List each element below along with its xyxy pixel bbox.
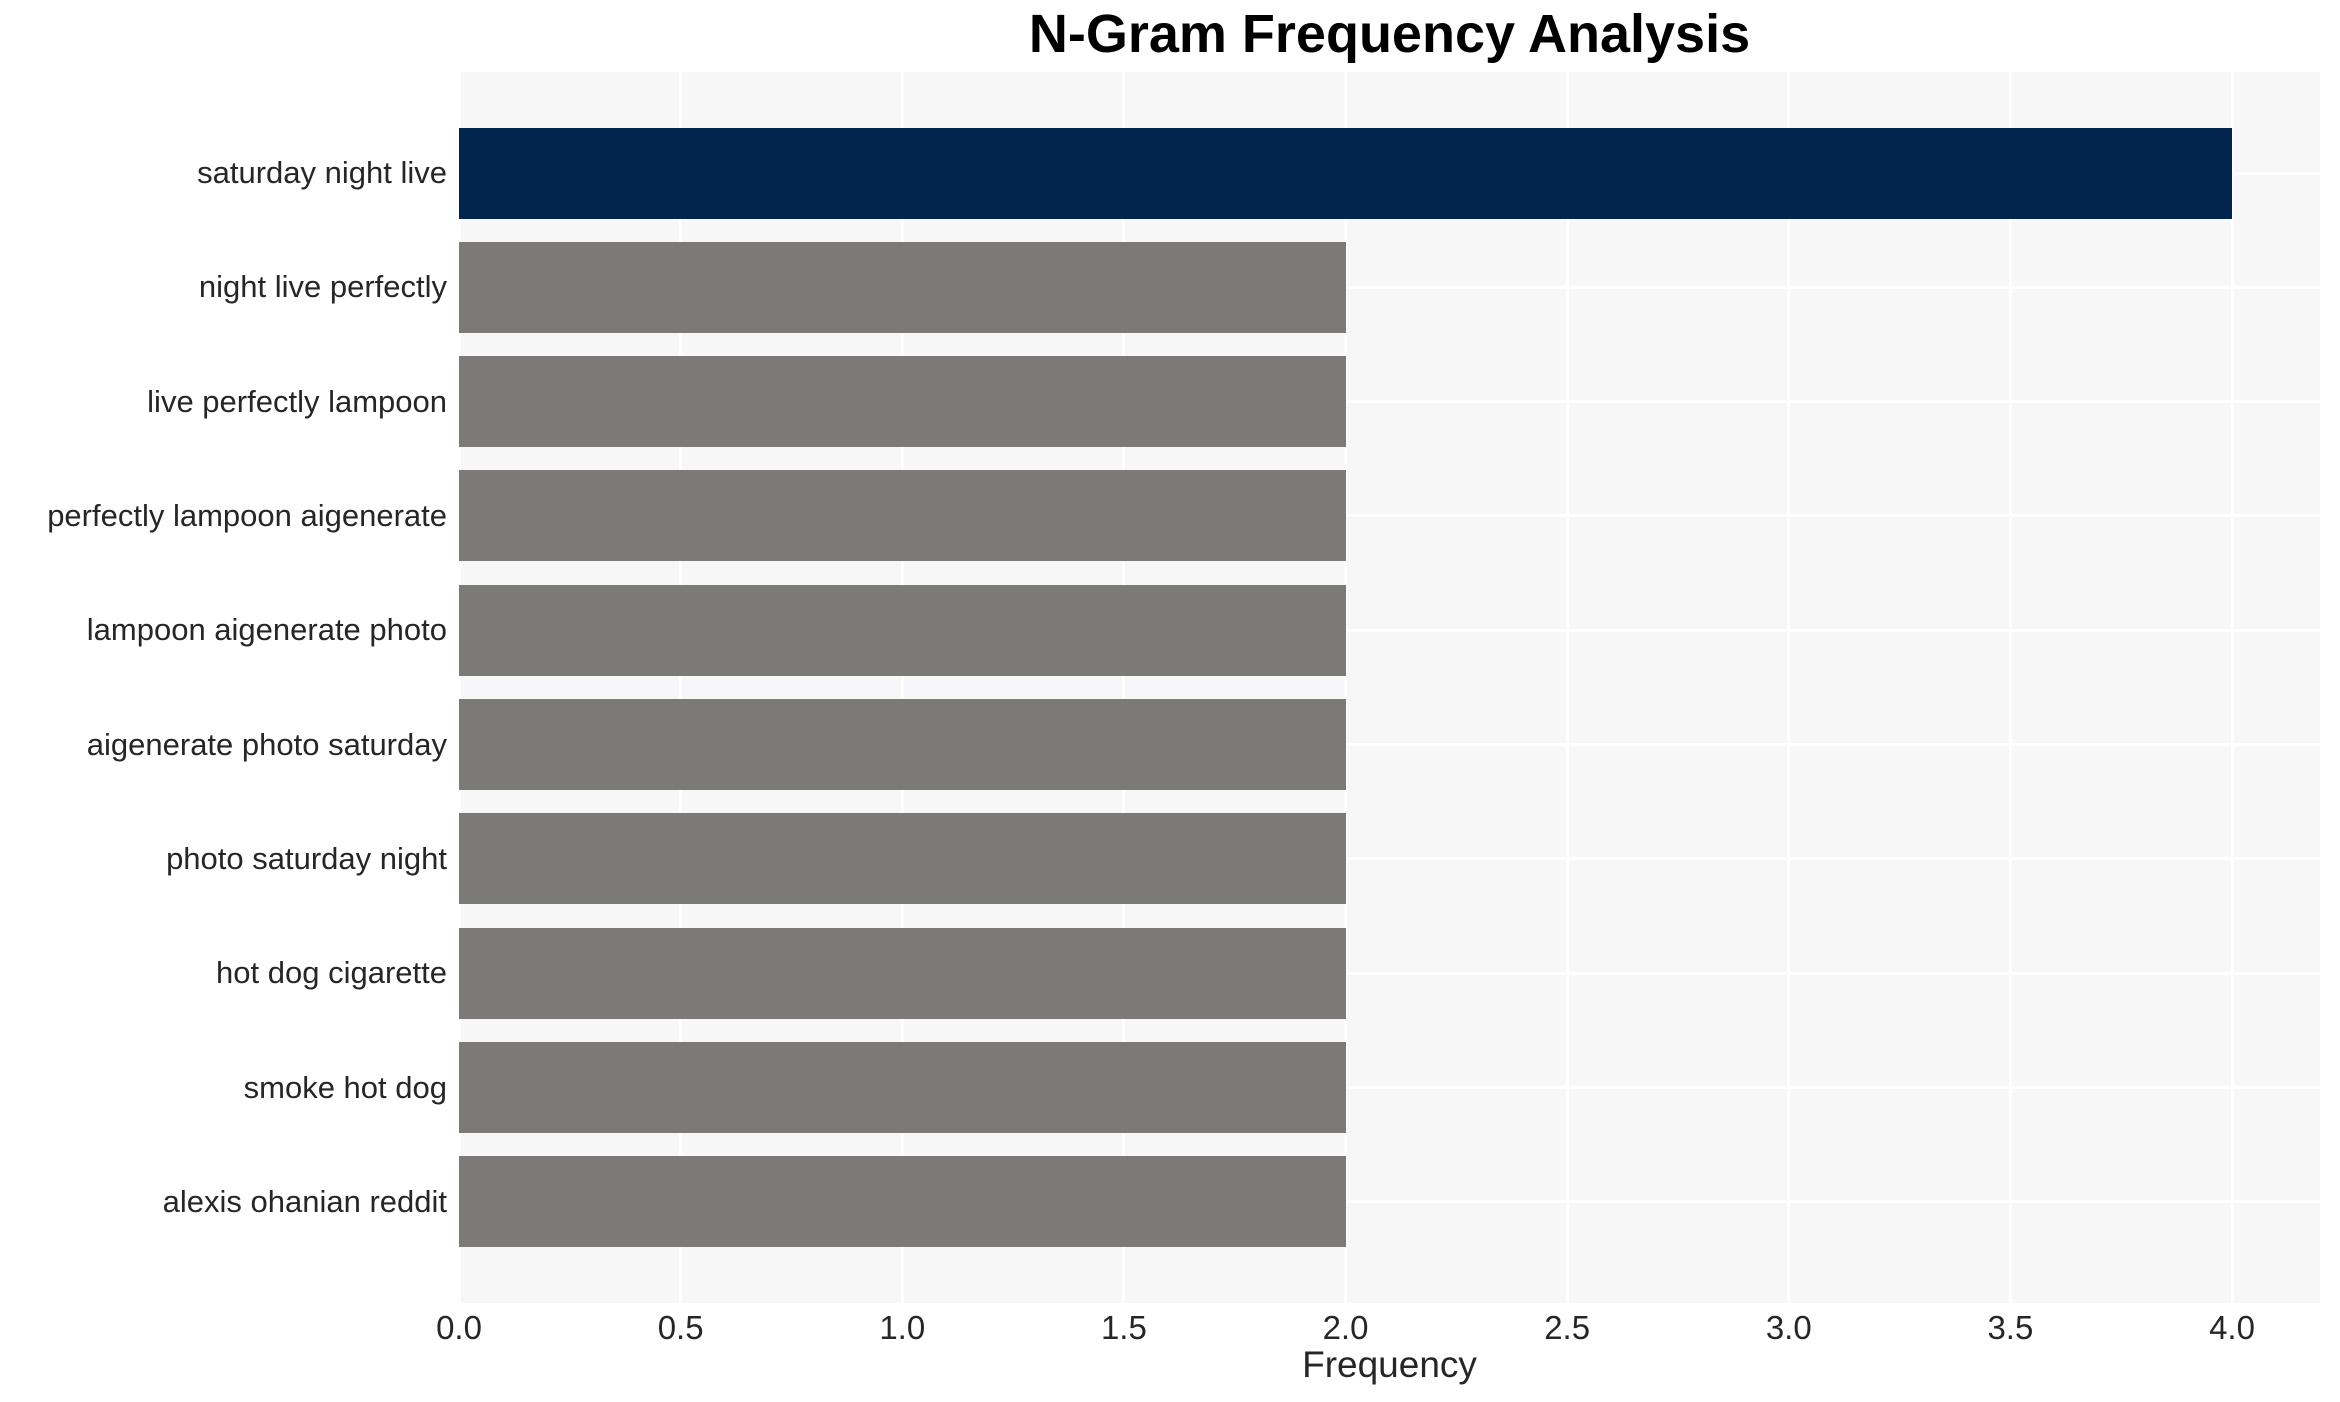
v-gridline [679, 72, 683, 1303]
x-tick-label: 1.0 [879, 1309, 926, 1346]
y-tick-label: night live perfectly [198, 269, 447, 305]
h-gridline [459, 628, 2320, 632]
v-gridline [459, 72, 461, 1303]
bar [459, 927, 1346, 1019]
bar [459, 241, 1346, 333]
x-tick-label: 2.0 [1322, 1309, 1369, 1346]
h-gridline [459, 971, 2320, 975]
y-tick-label: smoke hot dog [243, 1069, 447, 1105]
y-tick-label: hot dog cigarette [216, 955, 447, 991]
y-tick-label: saturday night live [197, 155, 447, 190]
x-axis-title: Frequency [1302, 1344, 1477, 1385]
y-tick-label: perfectly lampoon aigenerate [47, 497, 447, 533]
x-tick-label: 0.0 [436, 1309, 482, 1346]
h-gridline [459, 857, 2320, 861]
bar [459, 813, 1346, 905]
v-gridline [1122, 72, 1126, 1303]
bar [459, 1042, 1346, 1134]
v-gridline [900, 72, 904, 1303]
bar [459, 470, 1346, 562]
h-gridline [459, 400, 2320, 404]
bar [459, 699, 1346, 791]
bar [459, 1156, 1346, 1248]
x-tick-label: 2.5 [1544, 1309, 1591, 1346]
v-gridline [1787, 72, 1791, 1303]
y-tick-label: photo saturday night [166, 840, 447, 876]
h-gridline [459, 1200, 2320, 1204]
v-gridline [1565, 72, 1569, 1303]
bar [459, 127, 2232, 219]
h-gridline [459, 514, 2320, 518]
bar [459, 356, 1346, 448]
x-tick-label: 0.5 [657, 1309, 704, 1346]
h-gridline [459, 743, 2320, 747]
x-tick-label: 3.5 [1987, 1309, 2034, 1346]
v-gridline [2230, 72, 2234, 1303]
y-tick-label: aigenerate photo saturday [86, 726, 447, 762]
bar [459, 584, 1346, 676]
v-gridline [2008, 72, 2012, 1303]
h-gridline [459, 1086, 2320, 1090]
chart-title: N-Gram Frequency Analysis [1028, 4, 1751, 64]
x-tick-label: 3.0 [1765, 1309, 1812, 1346]
y-tick-label: alexis ohanian reddit [162, 1183, 447, 1219]
y-tick-label: live perfectly lampoon [147, 383, 447, 419]
x-tick-label: 4.0 [2209, 1309, 2255, 1346]
x-tick-label: 1.5 [1100, 1309, 1147, 1346]
plot-area [459, 72, 2320, 1303]
h-gridline [459, 285, 2320, 289]
y-tick-label: lampoon aigenerate photo [86, 612, 447, 648]
v-gridline [1344, 72, 1347, 1303]
